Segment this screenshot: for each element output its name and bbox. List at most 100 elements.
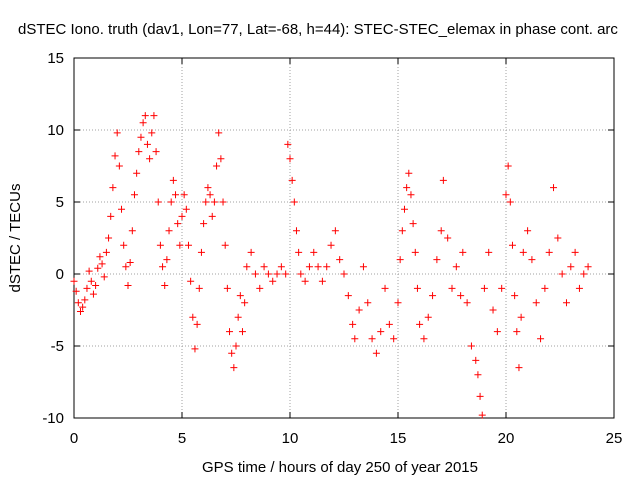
data-point	[439, 176, 447, 184]
data-point	[580, 270, 588, 278]
data-point	[364, 299, 372, 307]
data-point	[485, 248, 493, 256]
data-point	[336, 256, 344, 264]
data-point	[575, 284, 583, 292]
data-point	[359, 263, 367, 271]
data-point	[519, 248, 527, 256]
data-point	[159, 263, 167, 271]
data-point	[504, 162, 512, 170]
data-point	[156, 241, 164, 249]
data-point	[206, 191, 214, 199]
data-point	[96, 253, 104, 261]
data-point	[452, 263, 460, 271]
data-point	[98, 260, 106, 268]
data-point	[167, 198, 175, 206]
data-point	[472, 356, 480, 364]
data-point	[502, 191, 510, 199]
data-point	[390, 335, 398, 343]
data-point	[290, 198, 298, 206]
data-point	[130, 191, 138, 199]
data-point	[133, 169, 141, 177]
data-point	[517, 313, 525, 321]
data-point	[437, 227, 445, 235]
x-tick-label: 15	[390, 430, 407, 447]
data-point	[135, 148, 143, 156]
data-point	[148, 129, 156, 137]
data-point	[202, 198, 210, 206]
data-point	[223, 284, 231, 292]
data-point	[416, 320, 424, 328]
data-point	[286, 155, 294, 163]
data-point	[310, 248, 318, 256]
data-point	[554, 234, 562, 242]
data-point	[381, 284, 389, 292]
data-point	[215, 129, 223, 137]
data-point	[251, 270, 259, 278]
data-point	[219, 198, 227, 206]
data-point	[150, 112, 158, 120]
data-point	[172, 191, 180, 199]
data-point	[176, 241, 184, 249]
data-point	[355, 306, 363, 314]
data-point	[467, 342, 475, 350]
data-point	[318, 277, 326, 285]
data-point	[396, 256, 404, 264]
data-point	[288, 176, 296, 184]
grid	[74, 58, 614, 418]
data-point	[413, 284, 421, 292]
data-point	[238, 328, 246, 336]
data-point	[72, 287, 80, 295]
data-point	[385, 320, 393, 328]
data-point	[478, 411, 486, 419]
data-point	[264, 270, 272, 278]
data-point	[94, 264, 102, 272]
data-point	[301, 277, 309, 285]
data-point	[87, 277, 95, 285]
data-point	[178, 212, 186, 220]
data-point	[295, 248, 303, 256]
y-axis-label: dSTEC / TECUs	[7, 184, 24, 293]
data-point	[126, 258, 134, 266]
data-point	[154, 198, 162, 206]
data-point	[463, 299, 471, 307]
data-point	[511, 292, 519, 300]
data-point	[515, 364, 523, 372]
data-point	[204, 184, 212, 192]
data-point	[558, 270, 566, 278]
x-tick-label: 20	[498, 430, 515, 447]
data-point	[187, 277, 195, 285]
data-point	[83, 284, 91, 292]
data-point	[111, 152, 119, 160]
data-point	[457, 292, 465, 300]
data-point	[152, 148, 160, 156]
data-point	[532, 299, 540, 307]
data-point	[161, 282, 169, 290]
data-point	[377, 328, 385, 336]
data-point	[226, 328, 234, 336]
data-point	[403, 184, 411, 192]
data-point	[217, 155, 225, 163]
x-tick-label: 0	[70, 430, 78, 447]
data-point	[394, 299, 402, 307]
data-point	[208, 212, 216, 220]
data-point	[420, 335, 428, 343]
data-point	[210, 198, 218, 206]
data-point	[180, 191, 188, 199]
data-point	[498, 284, 506, 292]
data-point	[351, 335, 359, 343]
data-point	[269, 277, 277, 285]
data-point	[163, 256, 171, 264]
data-point	[128, 227, 136, 235]
data-point	[584, 263, 592, 271]
data-point	[105, 234, 113, 242]
y-tick-label: 15	[47, 50, 64, 67]
data-point	[118, 205, 126, 213]
data-point	[506, 198, 514, 206]
data-point	[550, 184, 558, 192]
data-point	[368, 335, 376, 343]
data-point	[349, 320, 357, 328]
data-point	[189, 313, 197, 321]
data-point	[292, 227, 300, 235]
data-point	[571, 248, 579, 256]
